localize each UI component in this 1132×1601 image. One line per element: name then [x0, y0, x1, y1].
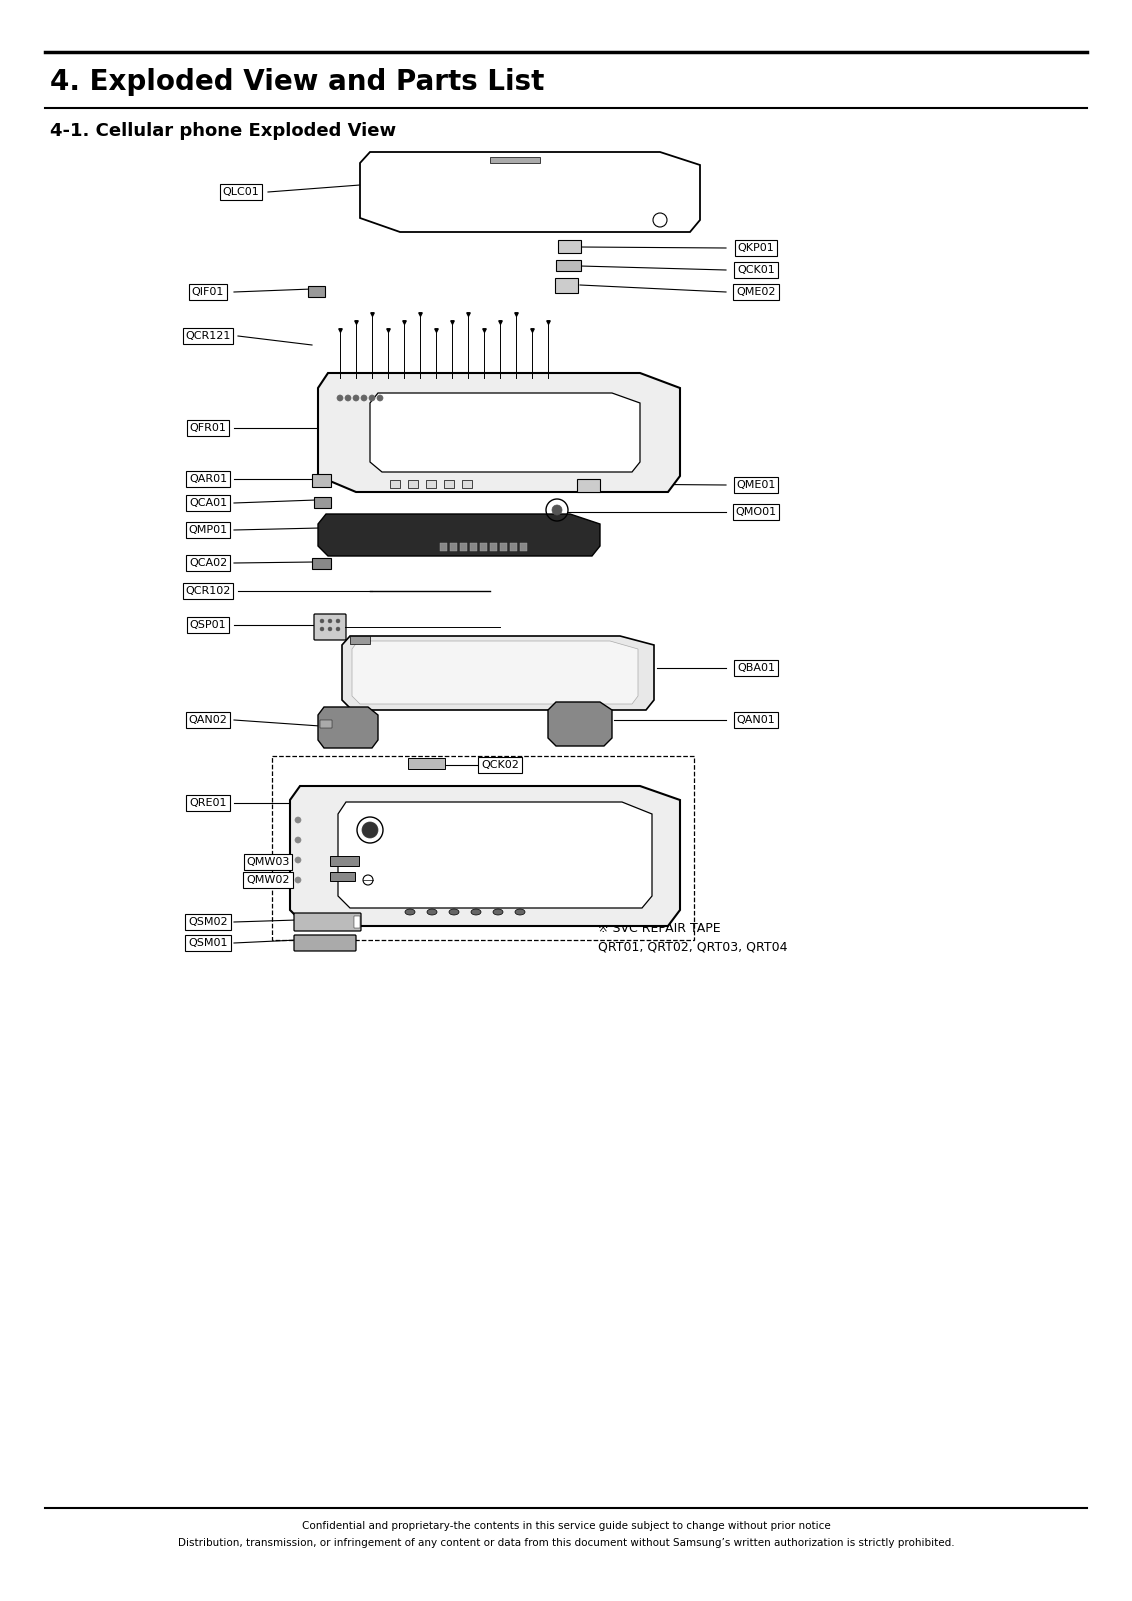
Text: QCA01: QCA01: [189, 498, 228, 508]
Circle shape: [377, 395, 383, 400]
Bar: [462, 480, 472, 488]
Ellipse shape: [427, 909, 437, 916]
Text: QKP01: QKP01: [738, 243, 774, 253]
Circle shape: [295, 817, 301, 823]
Text: QSP01: QSP01: [190, 620, 226, 631]
Text: QRE01: QRE01: [189, 797, 226, 809]
Text: QCA02: QCA02: [189, 559, 228, 568]
FancyBboxPatch shape: [311, 474, 331, 487]
Bar: [440, 543, 447, 551]
Circle shape: [337, 395, 343, 400]
Bar: [444, 480, 454, 488]
Text: QIF01: QIF01: [191, 287, 224, 298]
Polygon shape: [490, 157, 540, 163]
Circle shape: [336, 620, 340, 623]
FancyBboxPatch shape: [576, 479, 600, 492]
Bar: [480, 543, 487, 551]
Ellipse shape: [494, 909, 503, 916]
Bar: [320, 720, 332, 728]
Circle shape: [320, 620, 324, 623]
Polygon shape: [548, 701, 612, 746]
Bar: [460, 543, 468, 551]
FancyBboxPatch shape: [556, 259, 581, 271]
FancyBboxPatch shape: [294, 935, 355, 951]
Bar: [451, 543, 457, 551]
Bar: [470, 543, 477, 551]
Text: QLC01: QLC01: [223, 187, 259, 197]
Circle shape: [295, 857, 301, 863]
Bar: [391, 480, 400, 488]
Text: QCR121: QCR121: [186, 331, 231, 341]
Bar: [490, 543, 497, 551]
Text: QAN01: QAN01: [737, 716, 775, 725]
Text: ※ SVC REPAIR TAPE: ※ SVC REPAIR TAPE: [598, 922, 721, 935]
FancyBboxPatch shape: [311, 557, 331, 568]
Circle shape: [320, 628, 324, 631]
Ellipse shape: [471, 909, 481, 916]
FancyBboxPatch shape: [557, 240, 581, 253]
Bar: [408, 480, 418, 488]
Circle shape: [552, 504, 561, 516]
Bar: [520, 543, 528, 551]
Circle shape: [295, 837, 301, 844]
FancyBboxPatch shape: [308, 285, 325, 296]
Text: QMO01: QMO01: [736, 508, 777, 517]
Circle shape: [328, 620, 332, 623]
Circle shape: [336, 628, 340, 631]
Bar: [500, 543, 507, 551]
Ellipse shape: [405, 909, 415, 916]
Text: QME01: QME01: [736, 480, 775, 490]
FancyBboxPatch shape: [314, 615, 346, 640]
FancyBboxPatch shape: [314, 496, 331, 508]
Text: QSM01: QSM01: [188, 938, 228, 948]
Text: QFR01: QFR01: [189, 423, 226, 432]
Text: QCR102: QCR102: [186, 586, 231, 596]
FancyBboxPatch shape: [294, 913, 361, 932]
Bar: [350, 636, 370, 644]
Circle shape: [353, 395, 359, 400]
Polygon shape: [318, 708, 378, 748]
Bar: [426, 480, 436, 488]
Circle shape: [369, 395, 375, 400]
FancyBboxPatch shape: [555, 277, 577, 293]
Bar: [272, 756, 694, 940]
Text: QCK02: QCK02: [481, 760, 518, 770]
Text: 4. Exploded View and Parts List: 4. Exploded View and Parts List: [50, 67, 544, 96]
Polygon shape: [360, 152, 700, 232]
Text: Confidential and proprietary-the contents in this service guide subject to chang: Confidential and proprietary-the content…: [301, 1521, 831, 1531]
Circle shape: [361, 395, 367, 400]
Circle shape: [362, 821, 378, 837]
Polygon shape: [290, 786, 680, 925]
Text: QMP01: QMP01: [188, 525, 228, 535]
FancyBboxPatch shape: [329, 855, 359, 866]
FancyBboxPatch shape: [354, 916, 360, 929]
Polygon shape: [352, 640, 638, 704]
Text: QSM02: QSM02: [188, 917, 228, 927]
Text: QME02: QME02: [736, 287, 775, 298]
Ellipse shape: [515, 909, 525, 916]
Text: QRT01, QRT02, QRT03, QRT04: QRT01, QRT02, QRT03, QRT04: [598, 940, 788, 953]
FancyBboxPatch shape: [408, 757, 445, 768]
Circle shape: [345, 395, 351, 400]
Text: QAN02: QAN02: [189, 716, 228, 725]
Text: QAR01: QAR01: [189, 474, 228, 484]
Polygon shape: [342, 636, 654, 709]
Polygon shape: [318, 373, 680, 492]
Polygon shape: [370, 392, 640, 472]
FancyBboxPatch shape: [329, 871, 354, 881]
Polygon shape: [338, 802, 652, 908]
Circle shape: [295, 877, 301, 884]
Text: 4-1. Cellular phone Exploded View: 4-1. Cellular phone Exploded View: [50, 122, 396, 139]
Ellipse shape: [449, 909, 458, 916]
Text: QCK01: QCK01: [737, 266, 775, 275]
Polygon shape: [318, 514, 600, 556]
Text: QMW03: QMW03: [247, 857, 290, 868]
Text: Distribution, transmission, or infringement of any content or data from this doc: Distribution, transmission, or infringem…: [178, 1539, 954, 1548]
Text: QBA01: QBA01: [737, 663, 775, 672]
Bar: [511, 543, 517, 551]
Text: QMW02: QMW02: [247, 876, 290, 885]
Circle shape: [328, 628, 332, 631]
